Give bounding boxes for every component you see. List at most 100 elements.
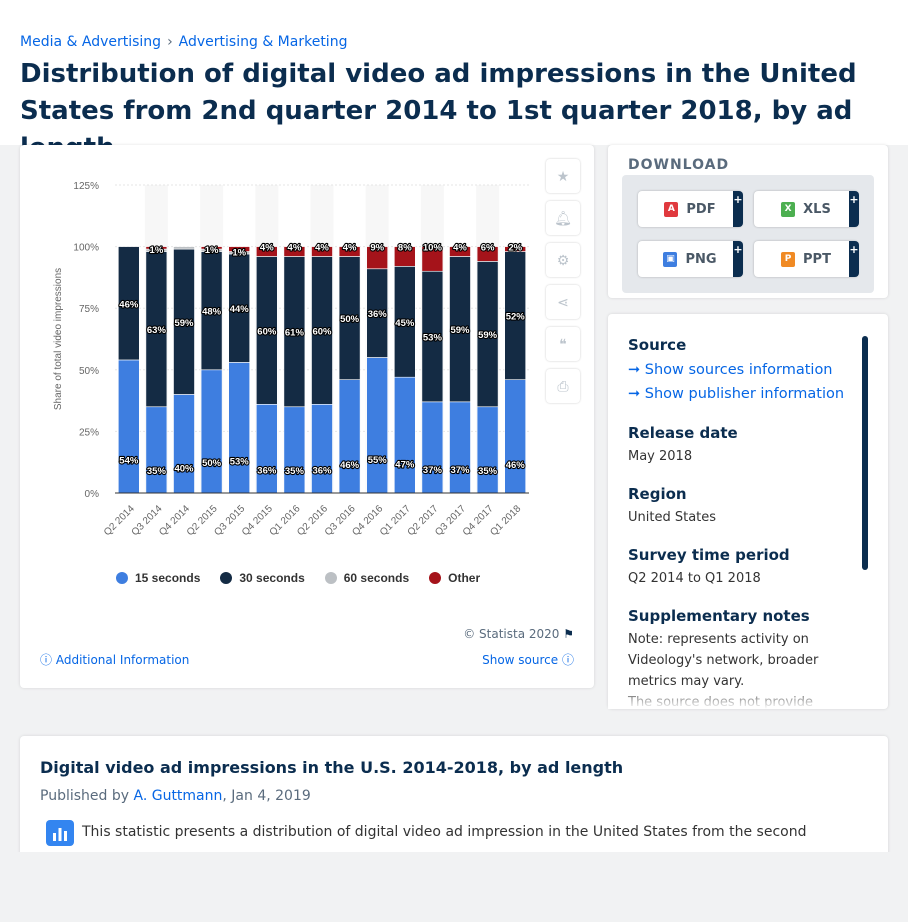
y-tick-label: 100% (73, 243, 99, 254)
bar-segment (228, 246, 250, 252)
data-label: 52% (506, 312, 526, 323)
data-label: 53% (423, 333, 443, 344)
print-icon[interactable]: ⎙ (546, 369, 580, 403)
additional-info-link[interactable]: ⓘ Additional Information (40, 651, 189, 668)
data-label: 1% (205, 245, 219, 256)
bar-segment (366, 357, 389, 494)
bar-segment (256, 246, 278, 257)
bar-segment (228, 362, 250, 494)
data-label: 44% (230, 304, 250, 315)
quote-icon[interactable]: ❝ (546, 327, 580, 361)
bar-segment (118, 359, 140, 494)
data-label: 37% (423, 465, 443, 476)
arrow-right-icon: ➞ (628, 386, 641, 402)
description-text: This statistic presents a distribution o… (82, 824, 807, 840)
download-pdf-label: PDF (686, 201, 716, 217)
stacked-bar-chart: 0% 25% 50% 75% 100% 125% Share of total video … (53, 181, 529, 538)
published-prefix: Published by (40, 788, 134, 804)
legend-label-30s: 30 seconds (239, 571, 305, 585)
data-label: 35% (147, 466, 167, 477)
show-source-link[interactable]: Show source ⓘ (482, 651, 574, 668)
y-axis-label: Share of total video impressions (53, 268, 64, 410)
author-link[interactable]: A. Guttmann (133, 788, 223, 804)
bar-segment (283, 406, 306, 494)
download-ppt-button[interactable]: P PPT + (754, 241, 859, 277)
release-value: May 2018 (628, 449, 693, 464)
published-by: Published by A. Guttmann, Jan 4, 2019 (40, 788, 311, 804)
data-label: 37% (450, 465, 470, 476)
data-label: 4% (315, 243, 329, 254)
ppt-icon: P (781, 251, 796, 267)
legend-item-15s[interactable]: 15 seconds (116, 571, 200, 585)
legend-item-other[interactable]: Other (429, 571, 480, 585)
info-scrollbar[interactable] (862, 336, 868, 570)
legend-dot-60s (324, 572, 337, 584)
download-box: A PDF + X XLS + ▣ PNG + P PPT + (622, 175, 874, 293)
data-label: 2% (508, 243, 522, 254)
download-png-button[interactable]: ▣ PNG + (638, 241, 743, 277)
breadcrumb-item-advertising[interactable]: Advertising & Marketing (178, 34, 348, 50)
plus-icon: + (733, 191, 743, 227)
page-footer (0, 852, 908, 922)
data-label: 46% (506, 460, 526, 471)
download-xls-button[interactable]: X XLS + (754, 191, 859, 227)
x-tick-label: Q1 2018 (488, 503, 523, 538)
bar-segment (449, 401, 471, 494)
data-label: 10% (423, 243, 443, 254)
star-icon[interactable]: ★ (546, 159, 580, 193)
bar-segment (449, 246, 471, 257)
legend-label-other: Other (448, 571, 481, 585)
bar-segment (393, 246, 416, 267)
breadcrumb-separator: › (167, 34, 173, 50)
data-label: 50% (340, 314, 360, 325)
data-label: 35% (478, 466, 498, 477)
legend-item-60s[interactable]: 60 seconds (324, 571, 410, 585)
y-tick-label: 0% (85, 489, 100, 500)
plus-icon: + (733, 241, 743, 277)
bar-segment (421, 401, 444, 494)
description-title: Digital video ad impressions in the U.S.… (40, 758, 624, 777)
legend-dot-other (429, 572, 442, 584)
data-label: 59% (478, 330, 498, 341)
png-icon: ▣ (663, 251, 678, 267)
info-scrollbar-thumb[interactable] (862, 336, 868, 570)
plus-icon: + (849, 241, 859, 277)
show-publisher-link[interactable]: ➞ Show publisher information (628, 382, 853, 406)
download-pdf-button[interactable]: A PDF + (638, 191, 743, 227)
bar-segment (338, 246, 361, 257)
data-label: 1% (150, 245, 164, 256)
bar-segment (283, 246, 306, 257)
bar-segment (504, 246, 527, 252)
bar-segment (311, 403, 333, 494)
data-label: 36% (312, 465, 332, 476)
chart-legend: 15 seconds 30 seconds 60 seconds Other (116, 571, 500, 585)
bar-segment (200, 246, 223, 250)
bar-segment (311, 246, 333, 257)
flag-icon[interactable]: ⚑ (563, 627, 574, 641)
data-label: 59% (450, 325, 470, 336)
data-label: 9% (370, 243, 384, 254)
xls-icon: X (781, 201, 796, 217)
share-icon[interactable]: ⋖ (546, 285, 580, 319)
legend-label-60s: 60 seconds (343, 571, 410, 585)
info-icon: ⓘ (40, 653, 53, 667)
notes-heading: Supplementary notes (628, 607, 810, 625)
bell-icon[interactable]: 🔔︎ (546, 201, 580, 235)
show-sources-label: Show sources information (644, 362, 833, 378)
bar-segment (476, 246, 499, 262)
data-label: 4% (453, 243, 467, 254)
survey-heading: Survey time period (628, 546, 790, 564)
data-label: 8% (398, 243, 412, 254)
legend-item-30s[interactable]: 30 seconds (220, 571, 305, 585)
data-label: 6% (481, 243, 495, 254)
gear-icon[interactable]: ⚙ (546, 243, 580, 277)
breadcrumb-item-media[interactable]: Media & Advertising (20, 34, 162, 50)
statistic-icon (46, 820, 74, 846)
bar-segment (118, 246, 140, 361)
bar-segment (145, 246, 168, 250)
region-heading: Region (628, 485, 687, 503)
show-sources-link[interactable]: ➞ Show sources information (628, 358, 853, 382)
legend-label-15s: 15 seconds (135, 571, 201, 585)
chart-credit: © Statista 2020 ⚑ (463, 627, 574, 641)
chart-toolbar: ★ 🔔︎ ⚙ ⋖ ❝ ⎙ (546, 159, 580, 411)
